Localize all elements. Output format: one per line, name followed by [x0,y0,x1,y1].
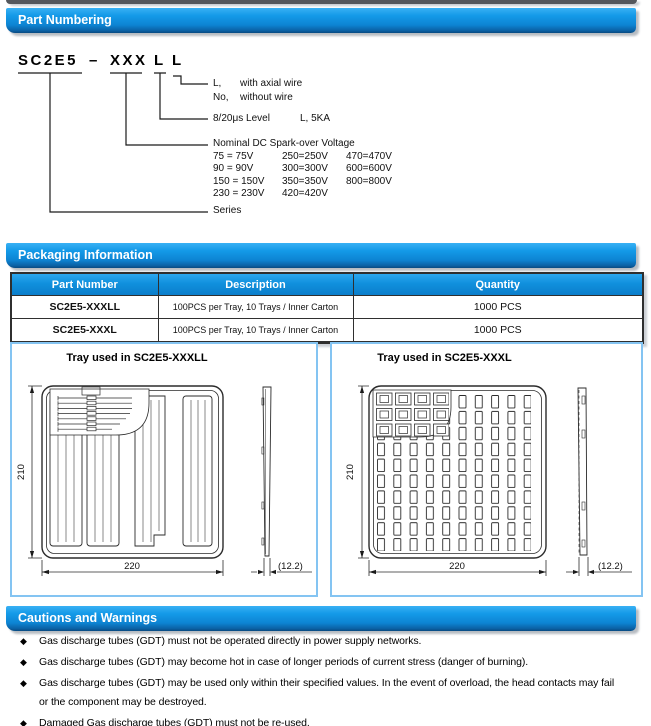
part-code-dash: – [89,52,100,69]
voltage-row: 150 = 150V 350=350V 800=800V [213,175,392,187]
voltage-row: 230 = 230V 420=420V [213,188,328,199]
dim-depth: (12.2) [278,561,303,572]
previous-section-bar-edge [6,0,637,4]
caution-item: ◆ Gas discharge tubes (GDT) must not be … [6,632,624,651]
dim-height: 210 [345,464,356,480]
section-header-packaging-information: Packaging Information [6,243,636,268]
voltage-legend: Nominal DC Spark-over Voltage 75 = 75V 25… [213,138,392,201]
table-row: SC2E5-XXXL 100PCS per Tray, 10 Trays / I… [10,318,644,343]
part-number-cell: SC2E5-XXXL [10,318,159,343]
tray-panel-xxxl: Tray used in SC2E5-XXXL [330,342,643,597]
quantity-cell: 1000 PCS [352,295,644,319]
table-row: SC2E5-XXXLL 100PCS per Tray, 10 Trays / … [10,295,644,319]
voltage-row: 75 = 75V 250=250V 470=470V [213,150,392,162]
diamond-bullet-icon: ◆ [20,718,27,726]
tray-panel-xxxll: Tray used in SC2E5-XXXLL [10,342,318,597]
packaging-table: Part Number Description Quantity SC2E5-X… [10,272,644,344]
col-description: Description [157,272,354,296]
cautions-list: ◆ Gas discharge tubes (GDT) must not be … [6,632,624,726]
wire-option-legend: L, with axial wire No, without wire [213,77,302,105]
section-header-part-numbering: Part Numbering [6,8,636,33]
series-legend: Series [213,205,242,216]
caution-item: ◆ Gas discharge tubes (GDT) may become h… [6,653,624,672]
caution-text: Damaged Gas discharge tubes (GDT) must n… [39,717,310,726]
quantity-cell: 1000 PCS [352,318,644,343]
description-cell: 100PCS per Tray, 10 Trays / Inner Carton [157,295,354,319]
caution-text: Gas discharge tubes (GDT) may be used on… [39,677,615,708]
surge-level-legend: 8/20μs Level L, 5KA [213,113,331,124]
caution-item: ◆ Damaged Gas discharge tubes (GDT) must… [6,714,624,726]
wire-option-with: L, with axial wire [213,78,303,89]
part-code-level: L [154,52,166,69]
wire-option-without: No, without wire [213,92,293,103]
section-title: Cautions and Warnings [18,611,158,625]
diamond-bullet-icon: ◆ [20,657,27,667]
description-cell: 100PCS per Tray, 10 Trays / Inner Carton [157,318,354,343]
voltage-legend-title: Nominal DC Spark-over Voltage [213,138,355,149]
diamond-bullet-icon: ◆ [20,636,27,646]
diamond-bullet-icon: ◆ [20,678,27,688]
part-numbering-diagram: SC2E5 – XXX L L L, with axial wire No, wit… [0,40,651,242]
table-header-row: Part Number Description Quantity [10,272,644,296]
part-number-cell: SC2E5-XXXLL [10,295,159,319]
part-code-voltage: XXX [110,52,148,69]
dim-depth: (12.2) [598,561,623,572]
part-code-connector-lines [18,72,208,213]
tray-drawing-xxxll: 210 220 (12.2) [16,385,312,576]
section-title: Part Numbering [18,13,112,27]
dim-height: 210 [16,464,27,480]
tray-title: Tray used in SC2E5-XXXLL [66,352,208,364]
section-title: Packaging Information [18,248,153,262]
tray-drawing-xxxl: 210 220 (12.2) [345,385,632,576]
voltage-row: 90 = 90V 300=300V 600=600V [213,163,392,174]
col-part-number: Part Number [10,272,159,296]
caution-text: Gas discharge tubes (GDT) must not be op… [39,635,422,647]
tray-title: Tray used in SC2E5-XXXL [377,352,512,364]
caution-text: Gas discharge tubes (GDT) may become hot… [39,656,529,668]
section-header-cautions-warnings: Cautions and Warnings [6,606,636,631]
dim-width: 220 [449,561,465,572]
part-code-wire: L [172,52,184,69]
dim-width: 220 [124,561,140,572]
col-quantity: Quantity [352,272,644,296]
caution-item: ◆ Gas discharge tubes (GDT) may be used … [6,674,624,712]
part-code-series: SC2E5 [18,52,79,69]
